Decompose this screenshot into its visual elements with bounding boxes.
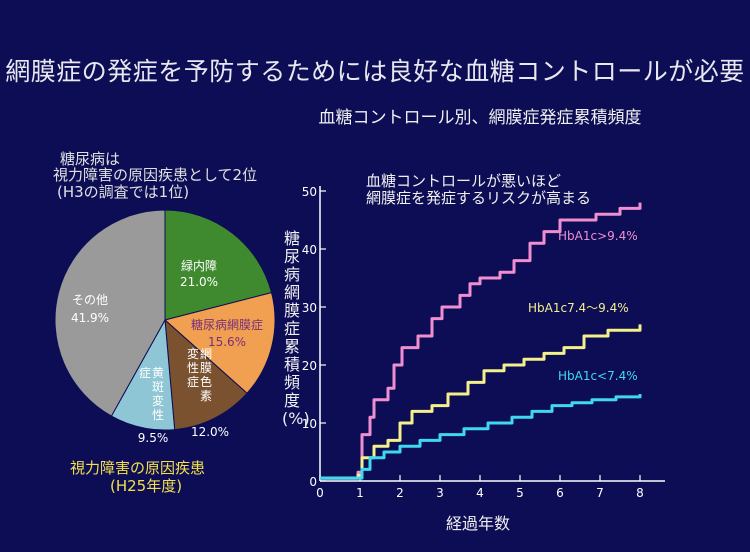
- annotation-line-1: 血糖コントロールが悪いほど: [366, 172, 562, 190]
- x-tick-label: 8: [636, 486, 644, 500]
- pie-slice-label-char: 素: [200, 389, 212, 403]
- x-tick-label: 3: [436, 486, 444, 500]
- pie-slice: [164, 209, 273, 321]
- line-chart-title: 血糖コントロール別、網膜症発症累積頻度: [318, 108, 642, 128]
- series-line: [320, 202, 642, 480]
- x-tick-label: 5: [516, 486, 524, 500]
- chart-series: [320, 202, 642, 480]
- x-axis-label: 経過年数: [446, 514, 511, 533]
- series-labels: HbA1c>9.4% HbA1c7.4〜9.4% HbA1c<7.4%: [528, 229, 638, 383]
- x-tick-label: 7: [596, 486, 604, 500]
- pie-slice-value: 21.0%: [180, 275, 218, 289]
- x-tick-label: 6: [556, 486, 564, 500]
- pie-slice: [55, 209, 166, 417]
- pie-slice-label-char: 色: [200, 375, 212, 389]
- x-tick-label: 2: [396, 486, 404, 500]
- caption-line-3: (H3の調査では1位): [57, 183, 190, 201]
- pie-slice-label-char: 症: [139, 365, 151, 380]
- y-tick-label: 30: [302, 301, 317, 315]
- pie-slice-value: 12.0%: [191, 425, 229, 439]
- y-tick-label: 0: [309, 475, 317, 489]
- pie-slice-label-char: 変: [152, 393, 164, 408]
- pie-slice-label-char: 性: [187, 361, 199, 375]
- y-tick-label: 20: [302, 359, 317, 373]
- pie-chart: 緑内障21.0%糖尿病網膜症15.6%網膜色素変性症12.0%黄斑変性症9.5%…: [55, 209, 276, 445]
- pie-slice-value: 15.6%: [208, 335, 246, 349]
- pie-subtitle: (H25年度): [110, 477, 183, 495]
- pie-title: 視力障害の原因疾患: [70, 459, 206, 477]
- pie-slice-label: 糖尿病網膜症: [191, 317, 263, 332]
- caption-line-1: 糖尿病は: [60, 150, 121, 168]
- pie-slice-label-char: 網: [200, 347, 212, 361]
- series-line: [320, 324, 642, 480]
- pie-slice-label-char: 変: [187, 346, 199, 361]
- pie-slice: [164, 318, 248, 431]
- x-tick-label: 1: [356, 486, 364, 500]
- pie-slice-label: その他: [72, 293, 108, 307]
- pie-slices: [55, 209, 276, 431]
- y-tick-label: 40: [302, 243, 317, 257]
- series-label: HbA1c>9.4%: [558, 229, 638, 243]
- pie-slice-label-char: 膜: [200, 361, 212, 375]
- pie-slice-label: 緑内障: [181, 258, 217, 273]
- pie-slice-label-char: 斑: [152, 380, 164, 394]
- series-line: [320, 394, 642, 480]
- caption-line-2: 視力障害の原因疾患として2位: [53, 166, 258, 184]
- series-label: HbA1c<7.4%: [558, 369, 638, 383]
- page-title: 網膜症の発症を予防するためには良好な血糖コントロールが必要: [5, 57, 745, 86]
- line-chart: 0 10 20 30 40 50 0 1 2 3 4 5 6 7 8 HbA1c>9.4% HbA1c7.4〜…: [302, 185, 665, 500]
- pie-labels: 緑内障21.0%糖尿病網膜症15.6%網膜色素変性症12.0%黄斑変性症9.5%…: [71, 258, 263, 445]
- pie-slice-value: 9.5%: [138, 431, 169, 445]
- x-tick-label: 4: [476, 486, 484, 500]
- x-tick-label: 0: [316, 486, 324, 500]
- series-label: HbA1c7.4〜9.4%: [528, 301, 629, 315]
- y-tick-label: 10: [302, 417, 317, 431]
- y-tick-label: 50: [302, 185, 317, 199]
- chart-axes: 0 10 20 30 40 50 0 1 2 3 4 5 6 7 8: [302, 185, 665, 500]
- annotation-line-2: 網膜症を発症するリスクが高まる: [366, 189, 592, 207]
- pie-slice-label-char: 性: [152, 408, 164, 422]
- pie-slice-label-char: 黄: [152, 366, 164, 380]
- pie-slice-value: 41.9%: [71, 311, 109, 325]
- pie-slice-label-char: 症: [187, 374, 199, 389]
- pie-slice: [163, 292, 276, 394]
